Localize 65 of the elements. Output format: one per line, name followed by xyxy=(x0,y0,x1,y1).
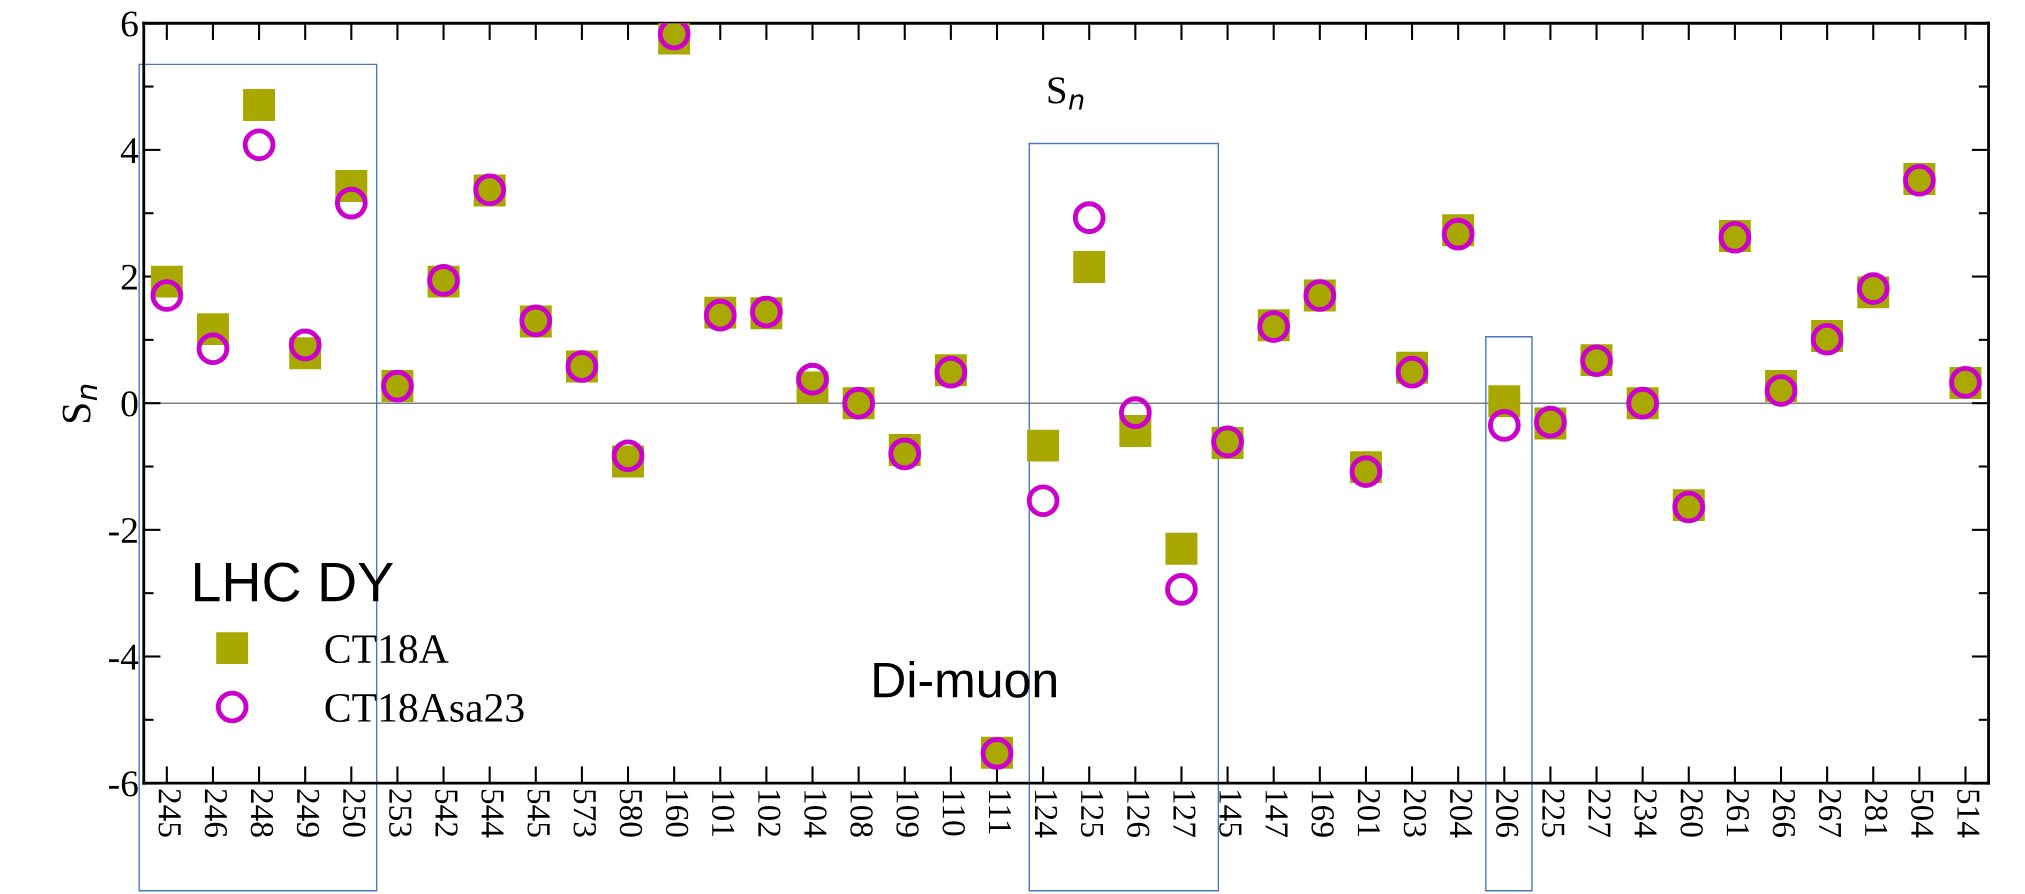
point xyxy=(1073,251,1106,284)
x-tick-label: 253 xyxy=(389,789,412,837)
x-tick-label: 109 xyxy=(896,790,919,837)
x-tick-label: 504 xyxy=(1911,789,1934,838)
x-tick-label: 267 xyxy=(1818,789,1842,838)
point xyxy=(243,88,276,121)
y-tick-label: 6 xyxy=(121,11,138,37)
x-tick-label: 147 xyxy=(1265,790,1288,838)
x-tick-label: 545 xyxy=(527,789,550,837)
x-tick-label: 160 xyxy=(665,790,689,837)
x-tick-label: 101 xyxy=(711,790,735,837)
y-axis-title: S$_{n}$ xyxy=(62,384,97,423)
x-tick-label: 580 xyxy=(619,789,643,837)
y-tick-label: -2 xyxy=(109,518,137,543)
x-tick-label: 126 xyxy=(1127,790,1150,838)
x-tick-label: 249 xyxy=(296,789,320,837)
x-tick-label: 246 xyxy=(204,789,228,838)
x-tick-label: 203 xyxy=(1403,789,1427,837)
x-tick-label: 110 xyxy=(942,790,966,836)
point xyxy=(1487,409,1521,442)
x-tick-label: 514 xyxy=(1957,789,1980,838)
point xyxy=(288,328,322,362)
x-tick-label: 260 xyxy=(1680,789,1703,837)
point xyxy=(150,279,184,312)
x-tick-label: 542 xyxy=(435,789,458,837)
point xyxy=(1119,396,1152,430)
x-tick-label: 108 xyxy=(850,790,873,837)
x-tick-label: 169 xyxy=(1311,790,1334,837)
point xyxy=(1165,532,1198,565)
point xyxy=(1026,484,1060,518)
y-tick-label: 0 xyxy=(121,391,138,417)
point xyxy=(242,128,276,162)
x-tick-label: 206 xyxy=(1495,789,1519,838)
y-tick-label: -6 xyxy=(109,771,138,797)
x-tick-label: 145 xyxy=(1219,790,1242,837)
x-tick-label: 125 xyxy=(1080,790,1104,837)
point xyxy=(796,362,829,396)
x-tick-label: 544 xyxy=(481,789,504,838)
x-tick-label: 225 xyxy=(1542,789,1565,837)
x-tick-label: 245 xyxy=(158,789,181,837)
x-tick-label: 204 xyxy=(1449,789,1473,838)
x-tick-label: 227 xyxy=(1588,789,1611,838)
x-tick-label: 104 xyxy=(804,790,827,838)
point xyxy=(611,439,645,473)
x-tick-label: 124 xyxy=(1035,790,1058,838)
text: S$_{n}$ xyxy=(1048,77,1084,110)
x-tick-label: 281 xyxy=(1864,789,1888,837)
x-tick-label: 250 xyxy=(342,789,366,837)
point xyxy=(334,186,368,220)
y-tick-label: -4 xyxy=(109,644,139,670)
x-tick-label: 261 xyxy=(1726,789,1749,837)
x-tick-label: 102 xyxy=(758,790,781,837)
x-tick-label: 127 xyxy=(1173,790,1196,838)
point xyxy=(1072,201,1106,234)
x-tick-label: 573 xyxy=(573,789,596,837)
y-tick-label: 4 xyxy=(120,138,139,163)
y-tick-label: 2 xyxy=(121,264,137,290)
x-tick-label: 111 xyxy=(988,790,1011,834)
x-tick-label: 248 xyxy=(250,789,274,837)
point xyxy=(196,332,230,366)
point xyxy=(1027,429,1060,462)
x-tick-label: 266 xyxy=(1772,789,1796,838)
point xyxy=(1165,573,1198,606)
x-tick-label: 234 xyxy=(1634,789,1657,838)
x-tick-label: 201 xyxy=(1357,789,1381,837)
